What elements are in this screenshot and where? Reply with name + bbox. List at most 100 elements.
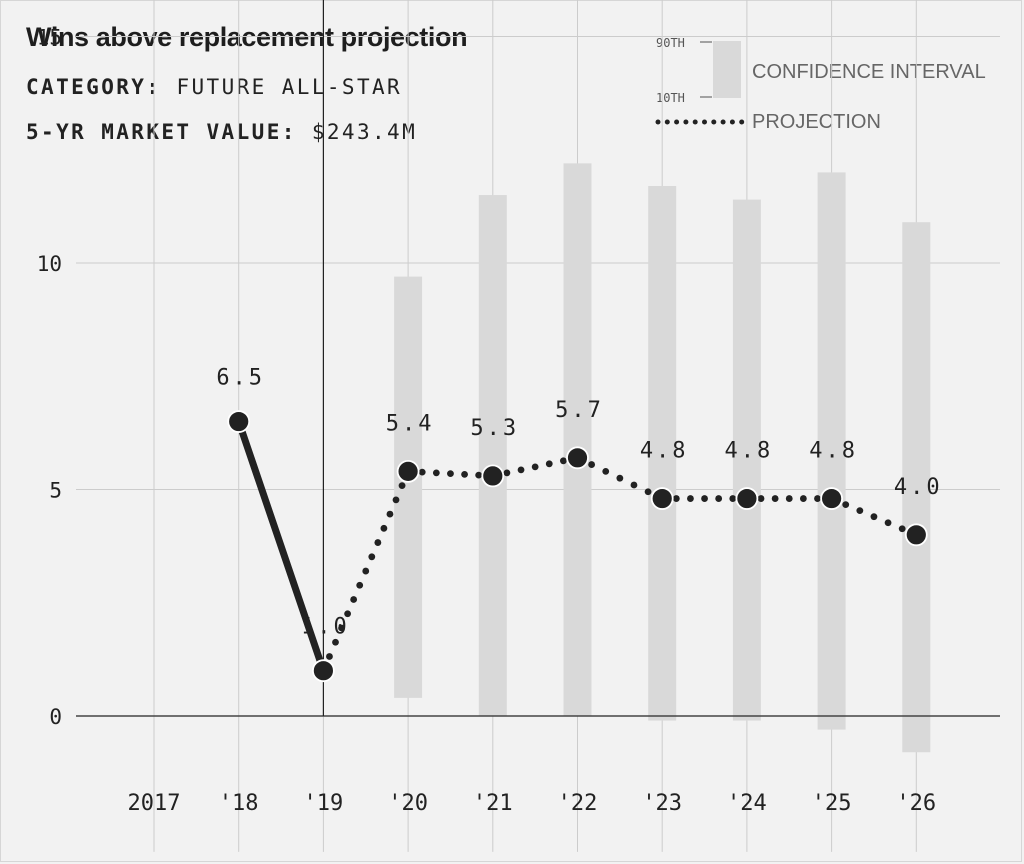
actual-point-marker <box>311 659 335 683</box>
confidence-interval-bar <box>648 185 677 721</box>
projection-point-marker <box>481 464 505 488</box>
category-value: FUTURE ALL-STAR <box>176 75 403 99</box>
projection-dot <box>630 481 638 489</box>
projection-dot <box>687 495 694 502</box>
legend-projection-swatch <box>655 119 745 125</box>
x-tick-label: 2017 <box>128 791 181 816</box>
projection-segment <box>503 457 567 477</box>
projection-dot <box>588 461 596 468</box>
projection-dot <box>559 457 567 465</box>
projection-dot <box>616 474 624 482</box>
projection-dot <box>374 539 382 546</box>
projection-dot <box>392 496 400 504</box>
legend-projection-dot <box>702 119 707 125</box>
projection-dot <box>386 510 394 518</box>
x-tick-label: '20 <box>388 791 428 816</box>
legend-projection-dot <box>655 119 661 125</box>
confidence-interval-bar <box>394 276 423 698</box>
projection-dot <box>418 468 426 476</box>
projection-dot <box>503 469 511 477</box>
projection-dot <box>715 495 723 502</box>
projection-dot <box>884 519 892 527</box>
projection-point-marker <box>396 459 420 483</box>
projection-point-label: 4.8 <box>640 439 689 464</box>
confidence-interval-bar <box>563 163 592 717</box>
market-value-line: 5-YR MARKET VALUE: $243.4M <box>26 120 417 144</box>
market-value-label: 5-YR MARKET VALUE: <box>26 120 297 144</box>
projection-dot <box>517 466 525 474</box>
projection-point-label: 4.8 <box>725 439 774 464</box>
actual-line-segment <box>235 418 327 675</box>
projection-segment <box>757 495 821 502</box>
projection-dot <box>447 470 454 478</box>
projection-dot <box>332 638 339 646</box>
legend-projection-dot <box>729 119 735 125</box>
market-value-amount: $243.4M <box>311 120 418 144</box>
legend-projection-dot <box>664 119 670 125</box>
legend-projection-dot <box>674 119 680 125</box>
projection-dot <box>785 495 793 502</box>
actual-point-label: 6.5 <box>216 366 265 391</box>
y-tick-label: 0 <box>49 705 62 729</box>
projection-dot <box>799 495 807 502</box>
legend-ci-label: CONFIDENCE INTERVAL <box>752 61 986 83</box>
x-tick-label: '26 <box>896 791 936 816</box>
projection-point-marker <box>566 446 589 470</box>
projection-dot <box>362 567 370 575</box>
projection-dot <box>602 467 610 475</box>
projection-dot <box>757 495 765 502</box>
x-tick-label: '22 <box>558 791 598 816</box>
projection-point-marker <box>650 487 674 510</box>
projection-point-marker <box>820 487 843 510</box>
y-tick-label: 15 <box>37 26 62 50</box>
legend-projection-dot <box>720 119 726 125</box>
legend-projection-dot <box>711 119 717 125</box>
legend-bottom-tick: 10TH <box>656 91 685 105</box>
x-tick-label: '23 <box>642 791 682 816</box>
projection-dot <box>701 495 708 502</box>
projection-dot <box>898 525 906 533</box>
projection-point-marker <box>904 523 928 547</box>
projection-segment <box>588 461 652 496</box>
projection-dot <box>672 495 680 502</box>
projection-dot <box>338 624 345 632</box>
projection-dot <box>771 495 779 502</box>
projection-point-marker <box>735 487 759 510</box>
projection-dot <box>531 463 539 471</box>
category-line: CATEGORY: FUTURE ALL-STAR <box>26 75 402 99</box>
projection-segment <box>418 468 483 479</box>
projection-dot <box>368 553 376 561</box>
projection-dot <box>356 581 364 589</box>
projection-point-label: 5.3 <box>470 416 519 441</box>
projection-segment <box>326 482 406 660</box>
projection-dot <box>545 460 553 468</box>
projection-point-label: 4.8 <box>809 439 858 464</box>
category-label: CATEGORY: <box>26 75 162 99</box>
chart-legend: 90TH 10TH CONFIDENCE INTERVAL PROJECTION <box>655 36 986 133</box>
confidence-interval-bar <box>732 199 761 721</box>
projection-dot <box>842 501 850 508</box>
x-tick-label: '25 <box>812 791 852 816</box>
projection-dot <box>380 524 388 532</box>
y-tick-label: 10 <box>37 252 62 276</box>
actual-point-marker <box>227 410 251 433</box>
projection-dot <box>398 482 406 490</box>
legend-projection-label: PROJECTION <box>752 111 881 133</box>
projection-dot <box>644 488 652 496</box>
projection-point-label: 5.7 <box>555 398 604 423</box>
projection-dot <box>870 513 878 521</box>
x-tick-label: '19 <box>304 791 344 816</box>
confidence-interval-bar <box>902 222 931 753</box>
actual-point-label: 1.0 <box>301 615 350 640</box>
confidence-interval-bar <box>478 195 507 717</box>
projection-dot <box>475 471 483 479</box>
projection-segment <box>672 495 737 502</box>
projection-dot <box>729 495 737 502</box>
x-tick-label: '21 <box>473 791 513 816</box>
legend-projection-dot <box>683 119 689 125</box>
projection-dot <box>344 610 351 618</box>
legend-ci-swatch <box>713 41 741 98</box>
projection-dot <box>856 507 864 515</box>
